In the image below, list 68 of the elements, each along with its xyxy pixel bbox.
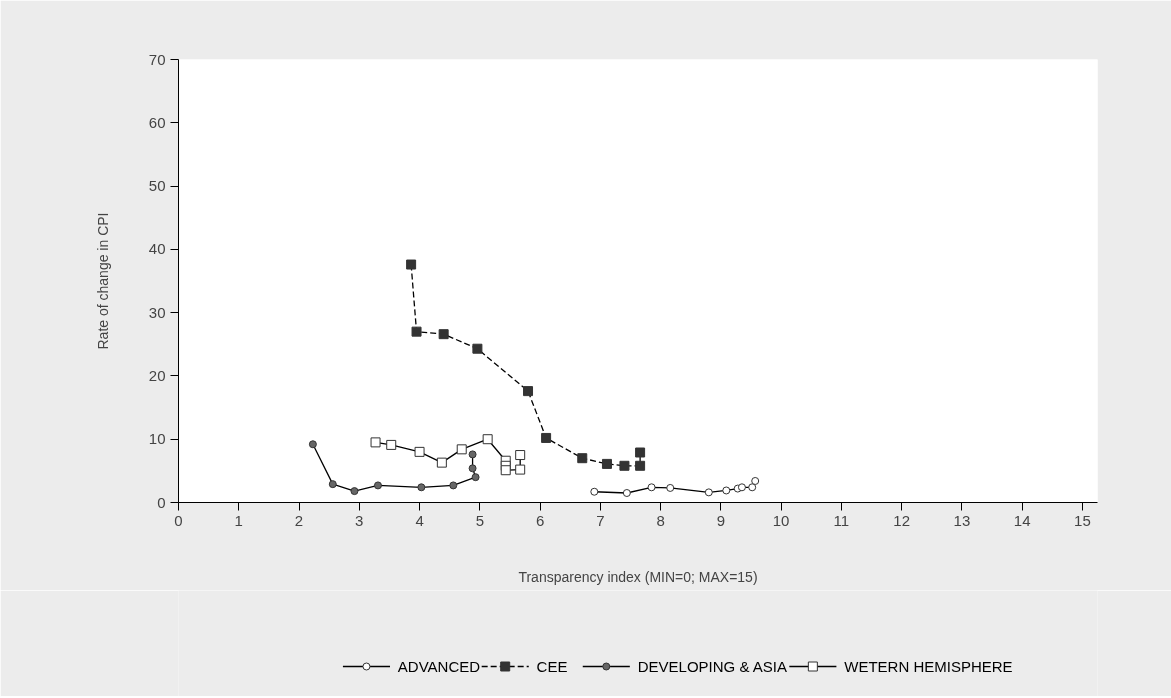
x-tick-label: 2 <box>294 511 304 529</box>
point <box>438 329 449 340</box>
point <box>523 386 534 397</box>
y-tick-label: 10 <box>148 430 166 448</box>
y-axis-title: Rate of change in CPI <box>94 212 111 350</box>
point <box>635 460 646 471</box>
point <box>590 487 599 496</box>
point <box>647 483 656 492</box>
point <box>350 487 359 496</box>
point <box>472 343 483 354</box>
x-tick-label: 1 <box>234 511 243 529</box>
legend-label: ADVANCED <box>397 658 481 675</box>
x-tick-label: 5 <box>475 511 484 529</box>
x-axis-title: Transparency index (MIN=0; MAX=15) <box>518 568 758 585</box>
point <box>417 483 426 492</box>
point <box>456 444 467 455</box>
point <box>370 437 381 448</box>
point <box>601 458 612 469</box>
point <box>471 473 480 482</box>
x-tick-label: 12 <box>893 511 910 529</box>
x-tick-label: 14 <box>1013 511 1031 529</box>
x-tick-label: 7 <box>596 511 605 529</box>
x-tick-label: 15 <box>1074 511 1091 529</box>
x-tick-label: 6 <box>535 511 545 529</box>
point <box>308 440 317 449</box>
point <box>373 481 382 490</box>
point <box>414 446 425 457</box>
point <box>406 259 417 270</box>
y-tick-label: 40 <box>148 240 166 258</box>
point <box>704 488 713 497</box>
legend-label: DEVELOPING & ASIA <box>637 658 787 675</box>
x-tick-label: 9 <box>716 511 726 529</box>
y-tick-label: 60 <box>148 113 166 131</box>
point <box>482 434 493 445</box>
x-tick-label: 3 <box>355 511 364 529</box>
point <box>386 439 397 450</box>
point <box>635 447 646 458</box>
legend-label: WETERN HEMISPHERE <box>844 658 1013 675</box>
point <box>541 432 552 443</box>
point <box>515 450 526 461</box>
point <box>748 483 757 492</box>
point <box>619 460 630 471</box>
x-tick-label: 11 <box>833 511 850 529</box>
point <box>515 464 526 475</box>
y-tick-label: 30 <box>148 303 166 321</box>
x-tick-label: 4 <box>415 511 424 529</box>
x-tick-label: 10 <box>772 511 790 529</box>
y-tick-label: 50 <box>148 177 166 195</box>
point <box>411 326 422 337</box>
point <box>751 476 760 485</box>
y-tick-label: 70 <box>148 50 166 68</box>
point <box>737 483 746 492</box>
point <box>468 450 477 459</box>
point <box>577 453 588 464</box>
x-tick-label: 8 <box>656 511 665 529</box>
point <box>328 480 337 489</box>
point <box>436 457 447 468</box>
y-tick-label: 0 <box>157 493 166 511</box>
point <box>449 481 458 490</box>
x-tick-label: 13 <box>953 511 971 529</box>
legend-label: CEE <box>536 658 568 675</box>
point <box>622 489 631 497</box>
point <box>666 483 675 492</box>
point <box>722 486 731 495</box>
y-tick-label: 20 <box>148 366 166 384</box>
point <box>500 465 511 476</box>
x-tick-label: 0 <box>174 511 183 529</box>
point <box>468 464 477 473</box>
